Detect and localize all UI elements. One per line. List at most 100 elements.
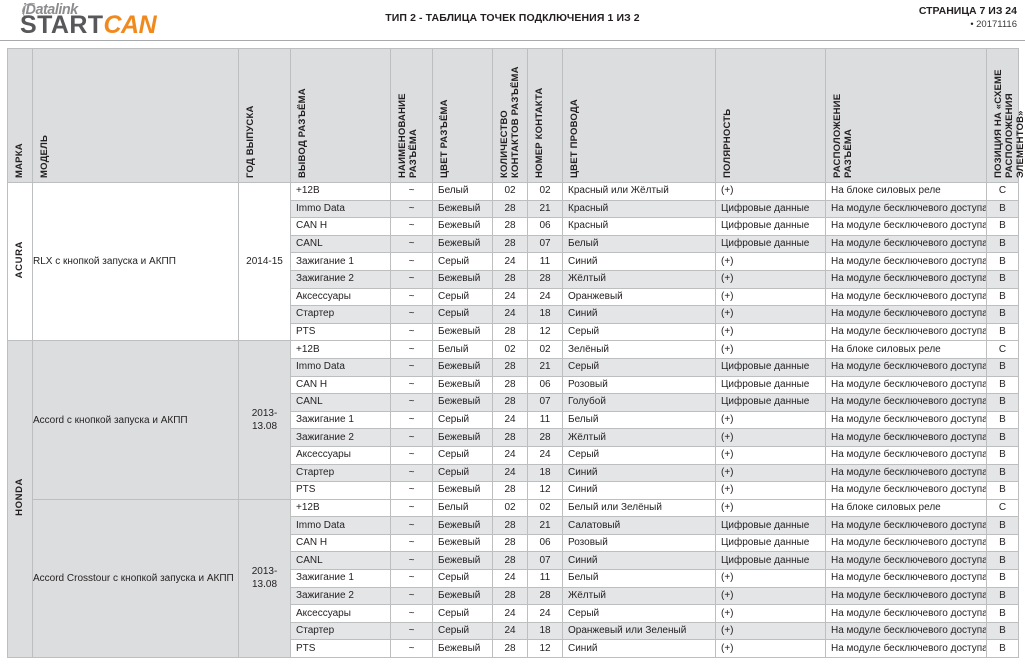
- cell-pin_count: 28: [492, 481, 528, 500]
- cell-conn_name: ~: [390, 375, 433, 395]
- cell-pin_out: PTS: [290, 639, 391, 659]
- cell-conn_color: Бежевый: [432, 234, 493, 254]
- cell-conn_color: Белый: [432, 340, 493, 359]
- cell-value: Серый: [568, 326, 600, 338]
- cell-value: 02: [504, 343, 516, 355]
- cell-value: Серый: [568, 361, 600, 373]
- cell-value: Бежевый: [438, 326, 481, 338]
- cell-value: Голубой: [568, 396, 606, 408]
- cell-conn_color: Бежевый: [432, 375, 493, 395]
- cell-value: Бежевый: [438, 554, 481, 566]
- column-header-label: ВЫВОД РАЗЪЁМА: [297, 87, 308, 178]
- cell-value: Белый: [568, 414, 599, 426]
- cell-value: 11: [539, 572, 551, 584]
- cell-pin_num: 24: [527, 604, 563, 623]
- cell-value: Аксессуары: [296, 290, 351, 302]
- cell-wire_color: Синий: [562, 305, 716, 324]
- cell-value: 21: [539, 519, 551, 531]
- cell-value: (+): [721, 449, 734, 461]
- cell-value: 02: [504, 501, 516, 513]
- table-row: Immo Data ~ Бежевый 28 21 Красный Цифровые дан…: [8, 199, 1019, 219]
- cell-value: 06: [539, 378, 551, 390]
- cell-value: CAN H: [296, 537, 328, 549]
- cell-pin_num: 24: [527, 445, 563, 465]
- cell-value: B: [999, 466, 1006, 478]
- cell-location: На модуле бесключевого доступа: [825, 357, 987, 377]
- cell-value: 06: [539, 537, 551, 549]
- table-row: HONDA Accord с кнопкой запуска и АКПП 2013…: [7, 340, 1019, 659]
- cell-value: 28: [504, 554, 516, 566]
- cell-value: Стартер: [296, 625, 335, 637]
- cell-pin_out: Зажигание 1: [290, 252, 391, 271]
- table-row: CANL ~ Бежевый 28 07 Голубой Цифровые данные На…: [8, 393, 1019, 412]
- cell-conn_name: ~: [390, 322, 433, 342]
- cell-value: 18: [539, 466, 551, 478]
- cell-position: C: [986, 340, 1019, 359]
- cell-conn_color: Бежевый: [432, 551, 493, 571]
- cell-value: На модуле бесключевого доступа: [831, 202, 986, 214]
- table-header-row: МАРКА МОДЕЛЬ ГОД ВЫПУСКА ВЫВОД РАЗЪЁМА НАИМЕ…: [7, 48, 1025, 183]
- cell-value: На модуле бесключевого доступа: [831, 273, 986, 285]
- cell-value: CAN H: [296, 220, 328, 232]
- cell-value: 28: [504, 273, 516, 285]
- cell-value: B: [999, 361, 1006, 373]
- cell-value: 02: [504, 185, 516, 197]
- table-row: Accord Crosstour с кнопкой запуска и АКП…: [8, 498, 1019, 659]
- cell-value: B: [999, 273, 1006, 285]
- cell-conn_color: Бежевый: [432, 481, 493, 500]
- cell-value: Синий: [568, 466, 598, 478]
- cell-pin_count: 24: [492, 569, 528, 588]
- cell-value: ~: [408, 589, 415, 601]
- cell-value: (+): [721, 484, 734, 496]
- cell-value: ~: [408, 642, 415, 654]
- cell-pin_num: 11: [527, 569, 563, 588]
- cell-pin_num: 28: [527, 586, 563, 606]
- column-header-model: МОДЕЛЬ: [32, 48, 239, 183]
- cell-value: Синий: [568, 554, 598, 566]
- cell-position: B: [986, 604, 1019, 623]
- connection-points-table-wrapper: МАРКА МОДЕЛЬ ГОД ВЫПУСКА ВЫВОД РАЗЪЁМА НАИМЕ…: [0, 48, 1025, 659]
- cell-value: Зелёный: [568, 343, 609, 355]
- cell-location: На модуле бесключевого доступа: [825, 586, 987, 606]
- cell-value: 28: [504, 589, 516, 601]
- cell-pin_count: 28: [492, 393, 528, 412]
- cell-polarity: (+): [715, 604, 826, 623]
- cell-value: B: [999, 642, 1006, 654]
- cell-value: B: [999, 625, 1006, 637]
- cell-value: (+): [721, 572, 734, 584]
- cell-polarity: (+): [715, 322, 826, 342]
- cell-pin_num: 18: [527, 305, 563, 324]
- cell-position: B: [986, 357, 1019, 377]
- cell-value: Бежевый: [438, 202, 481, 214]
- cell-value: B: [999, 414, 1006, 426]
- cell-value: Цифровые данные: [721, 202, 810, 214]
- cell-value: ~: [408, 414, 415, 426]
- cell-position: B: [986, 410, 1019, 430]
- cell-value: Синий: [568, 308, 598, 320]
- year-cell: 2013- 13.08: [238, 340, 291, 500]
- logo-can-text: CAN: [103, 11, 157, 39]
- cell-pin_count: 02: [492, 498, 528, 518]
- cell-pin_num: 21: [527, 199, 563, 219]
- cell-value: ~: [408, 220, 415, 232]
- cell-conn_name: ~: [390, 252, 433, 271]
- cell-location: На модуле бесключевого доступа: [825, 621, 987, 641]
- cell-conn_color: Бежевый: [432, 322, 493, 342]
- cell-pin_out: CANL: [290, 393, 391, 412]
- cell-conn_color: Бежевый: [432, 199, 493, 219]
- cell-pin_out: +12В: [290, 340, 391, 359]
- cell-location: На блоке силовых реле: [825, 182, 987, 201]
- cell-pin_out: Immo Data: [290, 516, 391, 535]
- cell-value: Серый: [438, 625, 470, 637]
- cell-location: На модуле бесключевого доступа: [825, 287, 987, 307]
- cell-value: CANL: [296, 396, 323, 408]
- column-header-label: ПОЗИЦИЯ НА «СХЕМЕ РАСПОЛОЖЕНИЯ ЭЛЕМЕНТОВ…: [993, 68, 1025, 178]
- cell-value: 18: [539, 625, 551, 637]
- cell-value: ~: [408, 519, 415, 531]
- cell-value: Бежевый: [438, 361, 481, 373]
- cell-wire_color: Красный: [562, 199, 716, 219]
- cell-value: 28: [504, 238, 516, 250]
- cell-value: Зажигание 2: [296, 589, 354, 601]
- revision-date: 20171116: [976, 19, 1017, 30]
- cell-value: B: [999, 554, 1006, 566]
